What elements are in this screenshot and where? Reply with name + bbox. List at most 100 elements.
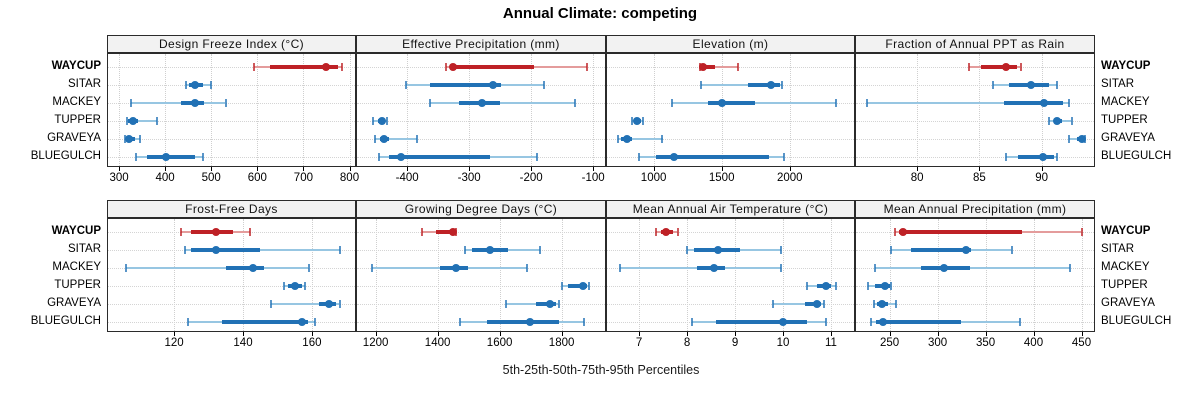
- whisker-cap: [822, 300, 825, 308]
- whisker-cap: [1048, 117, 1051, 125]
- panel: [107, 218, 356, 332]
- whisker-cap: [894, 228, 897, 236]
- axis-tick: [687, 332, 689, 336]
- site-label-left: MACKEY: [52, 261, 101, 273]
- gridline-horizontal: [607, 304, 854, 306]
- axis-tick: [531, 167, 533, 171]
- site-label-right: BLUEGULCH: [1101, 315, 1172, 327]
- whisker-cap: [535, 153, 538, 161]
- panel-strip: Mean Annual Precipitation (mm): [855, 200, 1095, 218]
- gridline-vertical: [243, 219, 245, 331]
- whisker-cap: [421, 228, 424, 236]
- whisker-5-95: [617, 138, 663, 140]
- whisker-cap: [889, 282, 892, 290]
- whisker-cap: [889, 246, 892, 254]
- median-dot: [485, 246, 494, 254]
- whisker-cap: [834, 99, 837, 107]
- gridline-horizontal: [108, 67, 355, 69]
- site-label-right: MACKEY: [1101, 96, 1150, 108]
- whisker-cap: [874, 264, 877, 272]
- axis-tick: [917, 167, 919, 171]
- whisker-5-95: [375, 138, 418, 140]
- whisker-cap: [1010, 246, 1013, 254]
- site-label-right: SITAR: [1101, 78, 1135, 90]
- median-dot: [211, 246, 220, 254]
- axis-tick: [783, 332, 784, 336]
- median-dot: [128, 117, 137, 125]
- median-dot: [940, 264, 949, 272]
- whisker-cap: [542, 81, 545, 89]
- bar-25-75: [748, 83, 780, 87]
- whisker-cap: [866, 282, 869, 290]
- whisker-cap: [370, 264, 373, 272]
- bar-25-75: [191, 248, 261, 252]
- axis-tick: [789, 167, 791, 171]
- median-dot: [822, 282, 831, 290]
- bar-25-75: [486, 320, 560, 324]
- whisker-cap: [586, 63, 588, 71]
- whisker-cap: [186, 318, 189, 326]
- gridline-vertical: [561, 219, 564, 331]
- axis-tick-label: -400: [395, 172, 419, 184]
- panel: [855, 53, 1095, 167]
- median-dot: [546, 300, 555, 308]
- whisker-cap: [135, 153, 138, 161]
- axis-tick-label: 1200: [362, 337, 389, 349]
- gridline-horizontal: [607, 121, 854, 123]
- whisker-cap: [338, 300, 341, 308]
- axis-tick-label: 250: [880, 337, 900, 349]
- median-dot: [1038, 153, 1047, 161]
- gridline-vertical: [303, 54, 305, 166]
- bar-25-75: [910, 248, 972, 252]
- bar-25-75: [388, 155, 491, 159]
- axis-tick-label: 600: [247, 172, 267, 184]
- axis-tick-label: 7: [635, 337, 643, 349]
- site-label-left: BLUEGULCH: [30, 150, 101, 162]
- panel: [107, 53, 356, 167]
- gridline-horizontal: [108, 304, 355, 306]
- whisker-cap: [201, 153, 204, 161]
- whisker-cap: [269, 300, 272, 308]
- whisker-cap: [582, 318, 585, 326]
- gridline-vertical: [165, 54, 167, 166]
- panel: [855, 218, 1095, 332]
- median-dot: [377, 117, 386, 125]
- bar-25-75: [222, 320, 309, 324]
- bar-25-75: [876, 320, 961, 324]
- panel-strip: Design Freeze Index (°C): [107, 35, 356, 53]
- panel-strip: Effective Precipitation (mm): [356, 35, 606, 53]
- median-dot: [661, 228, 670, 236]
- gridline-horizontal: [357, 304, 605, 306]
- median-dot: [322, 63, 331, 71]
- median-dot: [714, 246, 723, 254]
- axis-tick: [174, 332, 176, 336]
- panel-strip: Growing Degree Days (°C): [356, 200, 606, 218]
- whisker-cap: [834, 282, 837, 290]
- whisker-5-95: [429, 102, 576, 104]
- median-dot: [489, 81, 498, 89]
- gridline-vertical: [531, 54, 533, 166]
- whisker-cap: [248, 228, 251, 236]
- whisker-cap: [445, 63, 448, 71]
- whisker-cap: [1004, 153, 1007, 161]
- axis-tick: [593, 167, 595, 171]
- axis-tick-label: -200: [519, 172, 543, 184]
- median-dot: [297, 318, 306, 326]
- whisker-cap: [539, 246, 542, 254]
- whisker-cap: [781, 81, 784, 89]
- gridline-vertical: [119, 54, 121, 166]
- axis-tick: [561, 332, 563, 336]
- median-dot: [899, 228, 907, 236]
- axis-tick: [211, 167, 213, 171]
- median-dot: [451, 264, 460, 272]
- site-label-left: WAYCUP: [51, 60, 101, 72]
- site-label-right: WAYCUP: [1101, 60, 1151, 72]
- median-dot: [1001, 63, 1010, 71]
- axis-tick: [1033, 332, 1035, 336]
- axis-tick: [831, 332, 832, 336]
- bar-25-75: [899, 230, 1022, 234]
- whisker-cap: [690, 318, 693, 326]
- gridline-vertical: [979, 54, 981, 166]
- axis-tick: [1041, 167, 1043, 171]
